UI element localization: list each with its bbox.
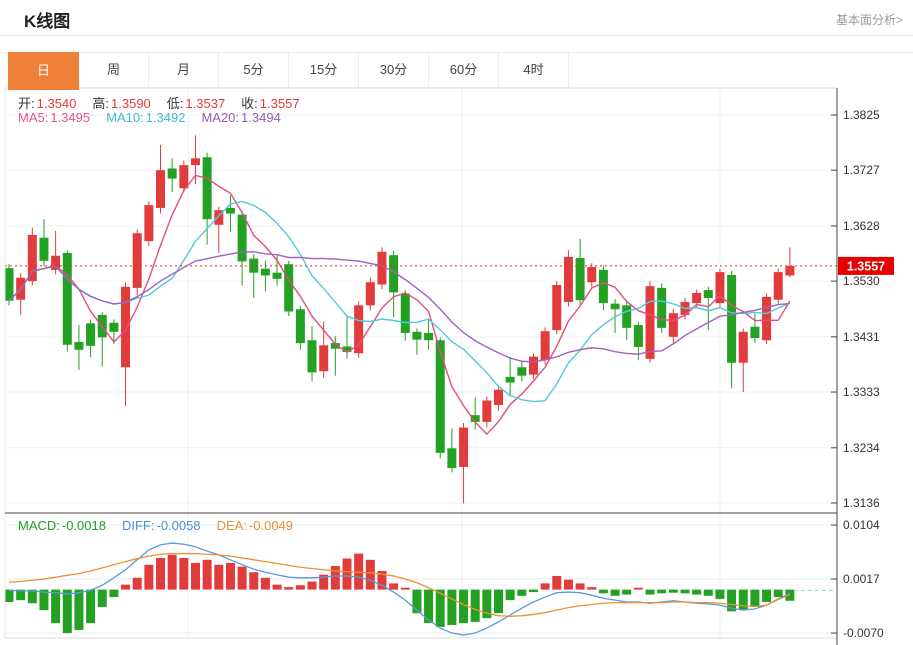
candles-layer — [4, 135, 795, 504]
tab-30分[interactable]: 30分 — [359, 52, 429, 88]
ma-legend: MA5: 1.3495 MA10: 1.3492 MA20: 1.3494 — [18, 110, 283, 125]
svg-text:1.3628: 1.3628 — [843, 219, 880, 233]
tab-15分[interactable]: 15分 — [289, 52, 359, 88]
diff-value: -0.0058 — [156, 518, 201, 533]
title-separator — [0, 35, 913, 36]
low-label: 低: — [166, 96, 184, 111]
macd-histogram — [4, 553, 795, 634]
open-value: 1.3540 — [36, 96, 77, 111]
borders-layer — [4, 87, 838, 645]
ma5-value: 1.3495 — [50, 110, 91, 125]
dea-label: DEA: — [216, 518, 247, 533]
tab-日[interactable]: 日 — [8, 52, 79, 90]
macd-value: -0.0018 — [61, 518, 106, 533]
close-label: 收: — [241, 96, 258, 111]
dea-value: -0.0049 — [248, 518, 294, 533]
svg-text:-0.0070: -0.0070 — [843, 626, 884, 640]
ma20-value: 1.3494 — [241, 110, 281, 125]
current-price-badge: 1.3557 — [838, 256, 894, 275]
high-label: 高: — [92, 96, 110, 111]
ma5-label: MA5: — [18, 110, 49, 125]
svg-text:0.0104: 0.0104 — [843, 518, 880, 532]
diff-label: DIFF: — [121, 518, 155, 533]
ma5-line — [8, 174, 791, 436]
ma20-label: MA20: — [201, 110, 240, 125]
ma20-line — [8, 251, 790, 363]
ma10-label: MA10: — [106, 110, 144, 125]
tab-60分[interactable]: 60分 — [429, 52, 499, 88]
ma10-value: 1.3492 — [145, 110, 186, 125]
title-bar: K线图 基本面分析> — [0, 0, 913, 35]
fundamental-analysis-link[interactable]: 基本面分析> — [835, 13, 903, 27]
y-axis-labels: 1.3825 1.3727 1.3628 1.3530 1.3431 1.3333 1.32… — [831, 108, 884, 640]
grid-layer — [5, 88, 837, 638]
macd-label: MACD: — [18, 518, 60, 533]
tab-月[interactable]: 月 — [149, 52, 219, 88]
page-title: K线图 — [24, 12, 71, 31]
macd-legend: MACD: -0.0018 DIFF: -0.0058 DEA: -0.0049 — [18, 518, 295, 533]
svg-text:1.3557: 1.3557 — [847, 259, 885, 273]
svg-text:0.0017: 0.0017 — [843, 572, 880, 586]
svg-text:1.3431: 1.3431 — [843, 330, 880, 344]
ma10-line — [8, 200, 791, 403]
interval-tabs: 日周月 5分 15分 30分 60分 4时 — [8, 52, 569, 90]
ohlc-legend: 开: 1.3540 高: 1.3590 低: 1.3537 收: 1.3557 — [18, 93, 302, 112]
svg-text:1.3825: 1.3825 — [843, 108, 880, 122]
svg-text:1.3333: 1.3333 — [843, 385, 880, 399]
tab-周[interactable]: 周 — [79, 52, 149, 88]
tab-4时[interactable]: 4时 — [499, 52, 569, 88]
svg-text:1.3234: 1.3234 — [843, 441, 880, 455]
svg-text:1.3136: 1.3136 — [843, 496, 880, 510]
svg-text:1.3727: 1.3727 — [843, 163, 880, 177]
low-value: 1.3537 — [185, 96, 226, 111]
high-value: 1.3590 — [111, 96, 151, 111]
close-value: 1.3557 — [259, 96, 300, 111]
tab-5分[interactable]: 5分 — [219, 52, 289, 88]
dea-line — [8, 552, 791, 617]
open-label: 开: — [18, 96, 35, 111]
svg-text:1.3530: 1.3530 — [843, 274, 880, 288]
